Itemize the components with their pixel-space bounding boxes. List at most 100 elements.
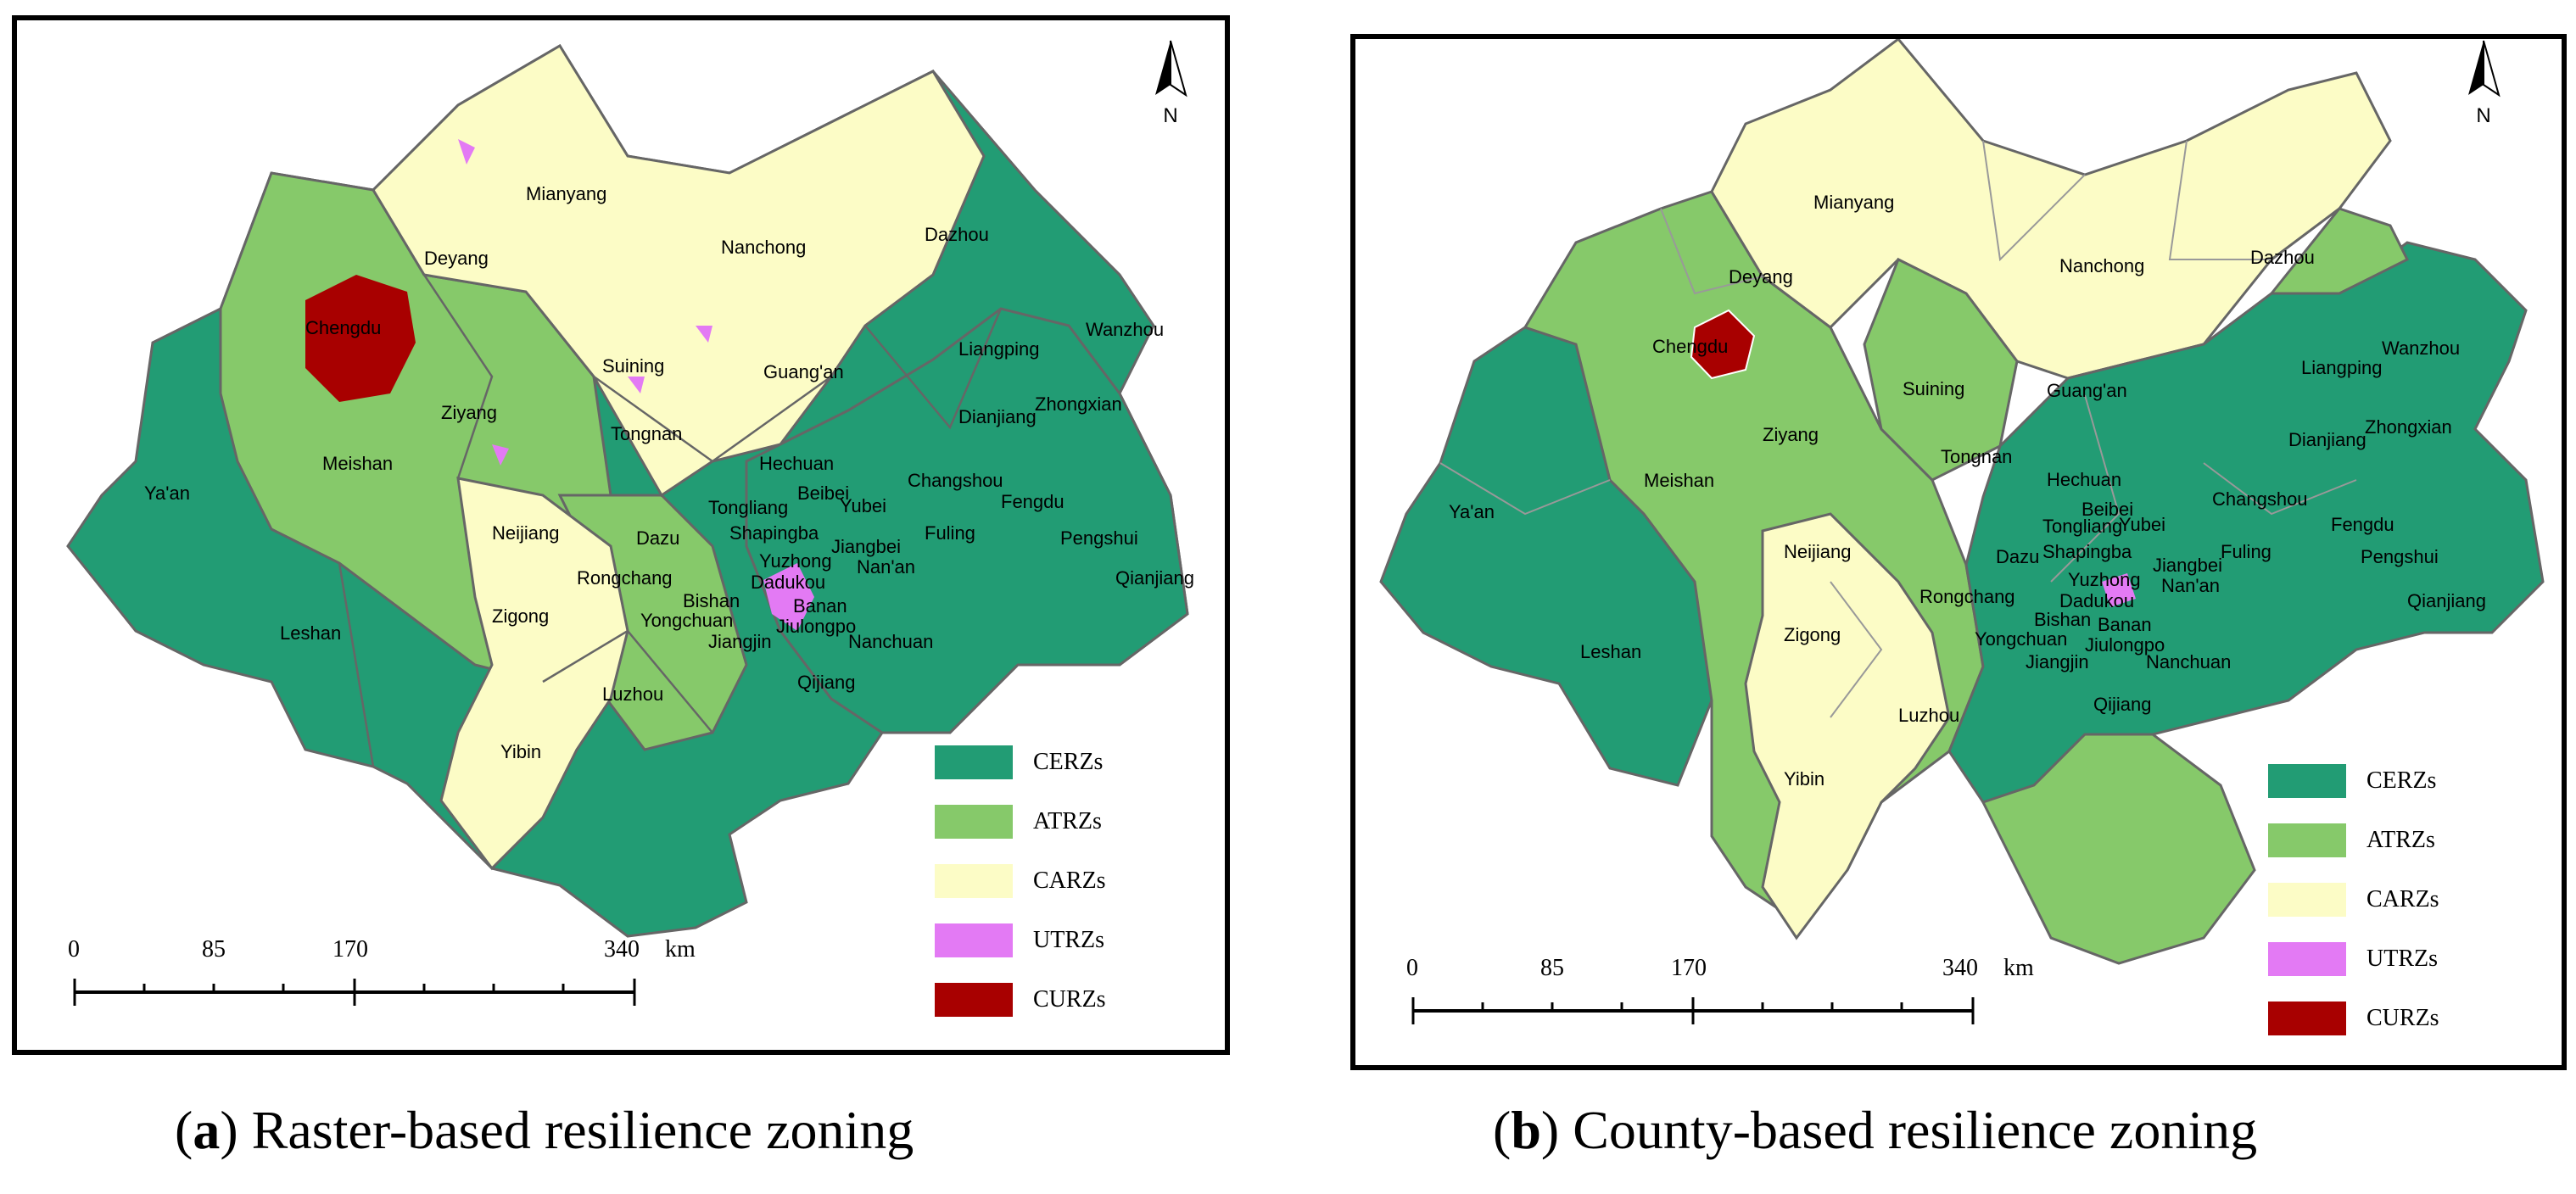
place-label-ya-an: Ya'an bbox=[1449, 501, 1495, 522]
caption-a-text: Raster-based resilience zoning bbox=[251, 1100, 914, 1160]
place-label-yongchuan: Yongchuan bbox=[640, 610, 733, 631]
place-label-fengdu: Fengdu bbox=[1001, 491, 1064, 512]
legend-label-atrzs: ATRZs bbox=[1033, 808, 1102, 834]
legend-swatch-cerzs bbox=[935, 745, 1013, 779]
scale-line bbox=[73, 979, 636, 1006]
place-label-jiangjin: Jiangjin bbox=[2026, 651, 2089, 672]
place-label-meishan: Meishan bbox=[1644, 470, 1714, 491]
scale-unit: km bbox=[2003, 955, 2034, 981]
legend-swatch-atrzs bbox=[2268, 823, 2346, 857]
place-label-dadukou: Dadukou bbox=[751, 572, 825, 593]
north-label: N bbox=[2476, 104, 2490, 127]
place-label-beibei: Beibei bbox=[797, 483, 849, 504]
place-label-dianjiang: Dianjiang bbox=[2288, 429, 2366, 450]
place-label-changshou: Changshou bbox=[2212, 488, 2308, 510]
place-label-hechuan: Hechuan bbox=[2047, 469, 2121, 490]
county-curz-chengdu bbox=[1690, 309, 1756, 380]
legend-swatch-utrzs bbox=[2268, 942, 2346, 976]
county-region-suining-atrz bbox=[1863, 257, 2019, 482]
place-label-yongchuan: Yongchuan bbox=[1975, 628, 2067, 650]
north-label: N bbox=[1163, 104, 1177, 127]
place-label-nan-an: Nan'an bbox=[2161, 575, 2220, 596]
place-label-luzhou: Luzhou bbox=[1898, 705, 1959, 726]
place-label-leshan: Leshan bbox=[280, 622, 341, 644]
place-label-nanchuan: Nanchuan bbox=[2146, 651, 2231, 672]
place-label-rongchang: Rongchang bbox=[577, 567, 673, 589]
place-label-mianyang: Mianyang bbox=[526, 183, 606, 204]
place-label-yuzhong: Yuzhong bbox=[759, 550, 832, 572]
map-panel-raster: Mianyang Nanchong Dazhou Deyang Chengdu Suini… bbox=[12, 15, 1230, 1055]
north-arrow-icon: N bbox=[2468, 40, 2501, 127]
place-label-jiulongpo: Jiulongpo bbox=[776, 616, 856, 637]
scale-tick-85: 85 bbox=[202, 936, 226, 962]
place-label-dazhou: Dazhou bbox=[925, 224, 989, 245]
scale-bar-a: 0 85 170 340 km bbox=[59, 936, 696, 1021]
place-label-pengshui: Pengshui bbox=[1060, 527, 1138, 549]
north-arrow-b: N bbox=[2458, 36, 2509, 129]
place-label-wanzhou: Wanzhou bbox=[2382, 338, 2460, 359]
place-label-chengdu: Chengdu bbox=[305, 317, 381, 338]
county-boundaries-b bbox=[1439, 140, 2357, 718]
place-label-guang-an: Guang'an bbox=[2047, 380, 2127, 401]
caption-b-letter: b bbox=[1511, 1100, 1541, 1160]
legend-label-utrzs: UTRZs bbox=[1033, 927, 1104, 953]
place-label-suining: Suining bbox=[602, 355, 664, 377]
place-label-ya-an: Ya'an bbox=[144, 483, 190, 504]
legend-swatch-atrzs bbox=[935, 805, 1013, 839]
place-label-deyang: Deyang bbox=[1729, 266, 1793, 287]
legend-swatch-curzs bbox=[935, 983, 1013, 1017]
map-raster: Mianyang Nanchong Dazhou Deyang Chengdu Suini… bbox=[66, 43, 1194, 938]
place-label-yibin: Yibin bbox=[500, 741, 541, 762]
county-region-south-carz bbox=[1744, 512, 1951, 940]
place-label-nanchong: Nanchong bbox=[2059, 255, 2144, 276]
place-label-mianyang: Mianyang bbox=[1813, 192, 1894, 213]
region-east-cerz bbox=[745, 307, 1189, 734]
north-arrow-icon: N bbox=[1155, 40, 1187, 127]
place-label-ziyang: Ziyang bbox=[1763, 424, 1819, 445]
place-label-banan: Banan bbox=[2098, 614, 2152, 635]
place-label-nanchong: Nanchong bbox=[721, 237, 806, 258]
utrz-patches bbox=[458, 139, 814, 631]
legend-label-curzs: CURZs bbox=[2366, 1005, 2439, 1031]
map-county: Mianyang Nanchong Dazhou Deyang Chengdu Suini… bbox=[1379, 39, 2545, 965]
legend-label-carzs: CARZs bbox=[1033, 868, 1106, 894]
scale-tick-0: 0 bbox=[68, 936, 80, 962]
place-label-yuzhong: Yuzhong bbox=[2068, 569, 2141, 590]
caption-b: (b) County-based resilience zoning bbox=[1493, 1100, 2258, 1160]
place-label-bishan: Bishan bbox=[683, 590, 740, 611]
place-label-neijiang: Neijiang bbox=[492, 522, 560, 544]
place-label-shapingba: Shapingba bbox=[729, 522, 819, 544]
place-label-beibei: Beibei bbox=[2081, 499, 2133, 520]
place-label-liangping: Liangping bbox=[2301, 357, 2382, 378]
place-label-zhongxian: Zhongxian bbox=[1035, 393, 1122, 415]
region-south-carz bbox=[439, 477, 629, 871]
place-label-ziyang: Ziyang bbox=[441, 402, 497, 423]
place-label-chengdu: Chengdu bbox=[1652, 336, 1728, 357]
place-label-dazhou: Dazhou bbox=[2250, 247, 2315, 268]
place-label-luzhou: Luzhou bbox=[602, 683, 663, 705]
legend-label-cerzs: CERZs bbox=[1033, 749, 1104, 775]
caption-b-text: County-based resilience zoning bbox=[1573, 1100, 2258, 1160]
county-region-liangping-atrz bbox=[2268, 207, 2410, 295]
place-label-tongnan: Tongnan bbox=[1941, 446, 2012, 467]
scale-tick-340: 340 bbox=[1942, 955, 1978, 981]
place-label-pengshui: Pengshui bbox=[2361, 546, 2439, 567]
place-label-meishan: Meishan bbox=[322, 453, 393, 474]
place-label-qianjiang: Qianjiang bbox=[1115, 567, 1194, 589]
place-label-jiulongpo: Jiulongpo bbox=[2085, 634, 2165, 656]
place-label-shapingba: Shapingba bbox=[2042, 541, 2132, 562]
place-label-fuling: Fuling bbox=[925, 522, 975, 544]
legend-swatch-carzs bbox=[2268, 883, 2346, 917]
place-label-leshan: Leshan bbox=[1580, 641, 1641, 662]
legend-swatch-cerzs bbox=[2268, 764, 2346, 798]
place-label-changshou: Changshou bbox=[908, 470, 1003, 491]
caption-a-letter: a bbox=[193, 1100, 221, 1160]
scale-tick-0: 0 bbox=[1406, 955, 1418, 981]
place-label-suining: Suining bbox=[1903, 378, 1964, 399]
place-label-banan: Banan bbox=[793, 595, 847, 617]
scale-tick-170: 170 bbox=[332, 936, 368, 962]
place-label-tongnan: Tongnan bbox=[611, 423, 682, 444]
legend-label-utrzs: UTRZs bbox=[2366, 946, 2438, 972]
place-label-nanchuan: Nanchuan bbox=[848, 631, 933, 652]
county-utrz-jiangbei bbox=[2102, 573, 2136, 607]
